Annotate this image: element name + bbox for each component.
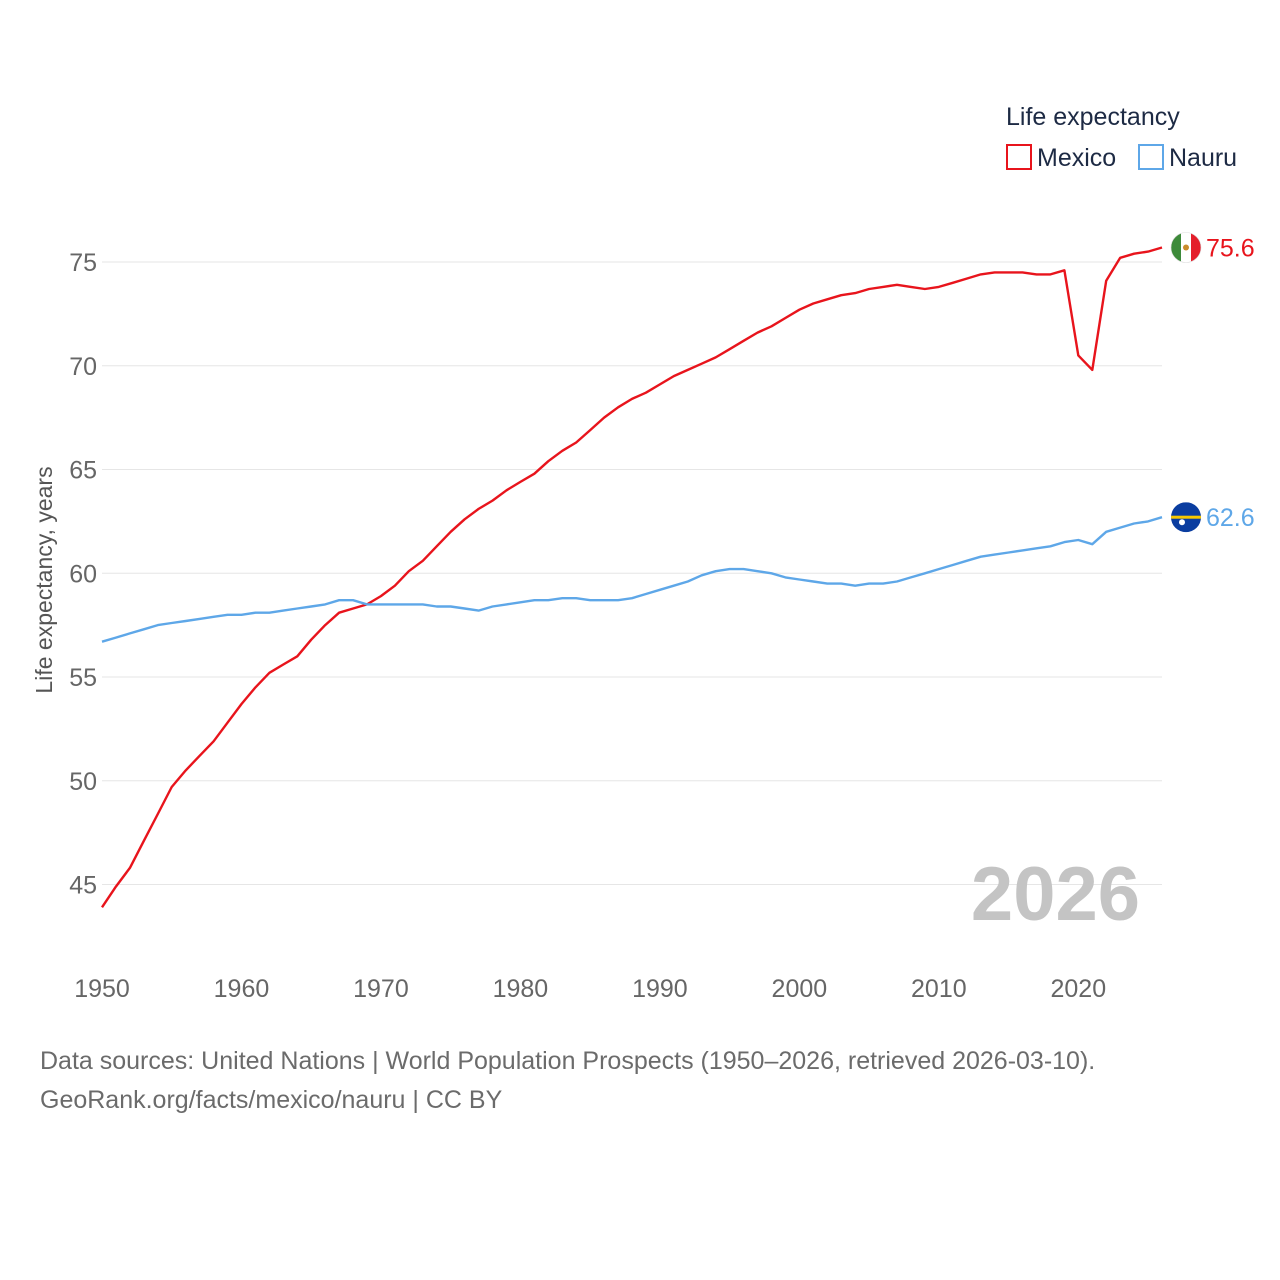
mexico-end-value: 75.6	[1206, 235, 1255, 263]
x-tick-label: 2000	[772, 975, 828, 1003]
x-tick-label: 1950	[74, 975, 130, 1003]
x-axis-ticks: 1950 1960 1970 1980 1990 2000 2010 2020	[74, 975, 1106, 1003]
nauru-end-value: 62.6	[1206, 504, 1255, 532]
legend: Life expectancy Mexico Nauru	[1006, 103, 1237, 172]
x-tick-label: 1970	[353, 975, 409, 1003]
legend-swatch-nauru	[1138, 144, 1164, 170]
y-axis-ticks: 45 50 55 60 65 70 75	[69, 249, 97, 900]
mexico-flag-icon	[1170, 232, 1202, 263]
y-tick-label: 60	[69, 560, 97, 588]
y-tick-label: 45	[69, 872, 97, 900]
x-tick-label: 1960	[214, 975, 270, 1003]
y-tick-label: 55	[69, 664, 97, 692]
x-tick-label: 2010	[911, 975, 967, 1003]
series-line-nauru[interactable]	[101, 516, 1163, 643]
legend-label-mexico: Mexico	[1037, 144, 1116, 172]
footer-sources: Data sources: United Nations | World Pop…	[40, 1047, 1096, 1075]
x-tick-label: 1990	[632, 975, 688, 1003]
y-tick-label: 75	[69, 249, 97, 277]
series-lines	[101, 246, 1163, 908]
y-tick-label: 65	[69, 457, 97, 485]
legend-swatch-mexico	[1006, 144, 1032, 170]
gridlines	[102, 261, 1162, 885]
y-tick-label: 70	[69, 353, 97, 381]
y-tick-label: 50	[69, 768, 97, 796]
footer: Data sources: United Nations | World Pop…	[40, 1042, 1095, 1120]
legend-item-nauru[interactable]: Nauru	[1138, 144, 1237, 172]
legend-label-nauru: Nauru	[1169, 144, 1237, 172]
x-tick-label: 2020	[1051, 975, 1107, 1003]
footer-link[interactable]: GeoRank.org/facts/mexico/nauru | CC BY	[40, 1086, 503, 1114]
nauru-flag-icon	[1171, 502, 1201, 533]
legend-item-mexico[interactable]: Mexico	[1006, 144, 1116, 172]
year-watermark: 2026	[971, 852, 1140, 937]
x-tick-label: 1980	[493, 975, 549, 1003]
legend-title: Life expectancy	[1006, 103, 1180, 131]
y-axis-label: Life expectancy, years	[31, 466, 57, 693]
series-line-mexico[interactable]	[101, 246, 1163, 908]
